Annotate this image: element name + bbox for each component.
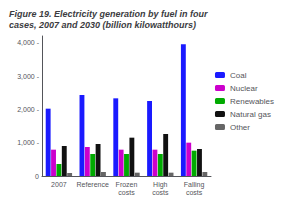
svg-text:Natural gas: Natural gas xyxy=(230,110,271,119)
svg-text:0: 0 xyxy=(35,173,39,180)
svg-text:4,000 -: 4,000 - xyxy=(17,39,39,46)
svg-text:Renewables: Renewables xyxy=(230,97,274,106)
svg-text:costs: costs xyxy=(118,189,135,196)
svg-text:Nuclear: Nuclear xyxy=(230,84,258,93)
svg-text:costs: costs xyxy=(186,189,203,196)
svg-text:costs: costs xyxy=(152,189,169,196)
svg-text:Figure 19. Electricity generat: Figure 19. Electricity generation by fue… xyxy=(9,9,208,19)
svg-text:1,000 -: 1,000 - xyxy=(17,139,39,146)
svg-text:Frozen: Frozen xyxy=(116,181,138,188)
svg-text:Other: Other xyxy=(230,123,250,132)
svg-text:2,000 -: 2,000 - xyxy=(17,106,39,113)
svg-text:High: High xyxy=(153,181,168,189)
svg-text:cases, 2007 and 2030 (billion: cases, 2007 and 2030 (billion kilowattho… xyxy=(9,20,196,30)
svg-text:Reference: Reference xyxy=(77,181,109,188)
svg-text:3,000 -: 3,000 - xyxy=(17,73,39,80)
svg-text:Coal: Coal xyxy=(230,71,247,80)
svg-text:2007: 2007 xyxy=(51,181,67,188)
svg-text:Falling: Falling xyxy=(184,181,205,189)
